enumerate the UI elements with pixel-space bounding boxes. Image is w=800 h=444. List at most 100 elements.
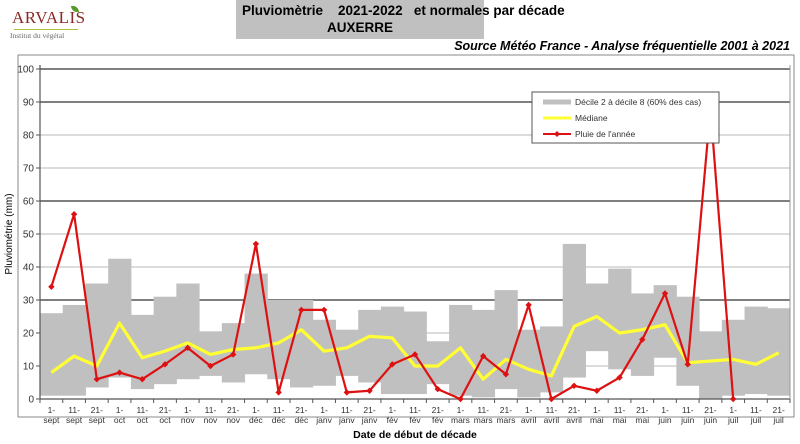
x-tick-label-month: juil [750,415,762,425]
chart-title: Pluviomètrie 2021-2022 et normales par d… [242,3,565,18]
rain-marker [616,374,623,381]
x-tick-label-month: janv [315,415,332,425]
x-tick-label-month: mars [474,415,493,425]
x-tick-label-day: 1- [320,405,328,415]
decile-band-bar [517,329,541,398]
x-tick-label-month: mars [451,415,470,425]
rain-marker [366,387,373,394]
x-tick-label-day: 11- [546,405,558,415]
x-tick-label-day: 21- [704,405,716,415]
rain-marker [343,389,351,396]
x-tick-label-month: juin [657,415,672,425]
rain-marker [161,361,169,368]
rain-marker [275,389,282,396]
x-tick-label-day: 21- [295,405,307,415]
x-tick-label-month: déc [295,415,309,425]
rain-marker [639,336,646,343]
y-tick-label: 40 [23,263,35,274]
legend-label: Pluie de l'année [575,129,635,139]
x-tick-label-month: nov [204,415,218,425]
arvalis-logo: ARVALIS Institut du végétal [6,4,96,42]
y-tick-label: 0 [28,395,34,406]
x-tick-label-day: 11- [273,405,285,415]
decile-band-bar [358,309,382,383]
x-tick-label-day: 1- [388,405,396,415]
rain-marker [661,290,669,297]
decile-band-bar [176,283,200,380]
x-tick-label-day: 1- [184,405,192,415]
y-tick-label: 70 [23,164,35,175]
decile-band-bar [244,273,268,375]
rain-marker [525,301,532,309]
decile-band-bar [85,283,109,388]
x-tick-label-month: oct [114,415,126,425]
rain-marker [48,283,55,290]
decile-band-bar [108,258,132,378]
x-tick-label-day: 11- [614,405,626,415]
x-tick-label-month: nov [226,415,240,425]
x-tick-label-month: déc [249,415,263,425]
rain-marker [389,361,396,368]
rain-marker [184,344,191,352]
decile-band-bar [630,293,655,376]
x-tick-label-day: 11- [341,405,353,415]
decile-band-bar [721,319,746,396]
rain-marker [252,240,260,248]
x-tick-label-month: janv [361,415,378,425]
chart-source: Source Météo France - Analyse fréquentie… [454,39,790,53]
x-tick-label-month: avril [544,415,560,425]
x-tick-label-day: 11- [477,405,489,415]
x-tick-label-day: 11- [682,405,694,415]
x-tick-label-month: oct [159,415,171,425]
x-tick-label-month: juin [703,415,718,425]
chart-location: AUXERRE [326,20,393,35]
x-tick-label-day: 1- [457,405,465,415]
y-tick-label: 90 [23,98,35,109]
x-tick-label-day: 21- [568,405,580,415]
x-tick-label-month: mai [613,415,627,425]
x-tick-label-month: avril [521,415,537,425]
x-tick-label-day: 21- [500,405,512,415]
decile-band-bar [335,329,359,376]
y-tick-label: 50 [23,230,35,241]
x-tick-label-day: 21- [363,405,375,415]
x-tick-label-month: juin [680,415,695,425]
x-tick-label-day: 11- [750,405,762,415]
logo-underline [14,29,78,30]
rain-marker [457,395,464,403]
rain-marker [502,371,510,378]
y-tick-label: 30 [23,296,35,307]
y-tick-label: 20 [23,329,35,340]
x-tick-label-month: nov [181,415,195,425]
x-tick-label-month: déc [272,415,286,425]
rain-marker [479,352,487,360]
x-tick-label-day: 21- [636,405,648,415]
decile-band-bar [40,313,64,396]
x-tick-label-day: 11- [409,405,421,415]
x-tick-label-month: mai [635,415,649,425]
decile-band-bar [62,304,86,396]
x-tick-label-month: sept [89,415,106,425]
chart-frame [17,54,795,418]
y-tick-label: 60 [23,197,35,208]
decile-band-bar [130,314,155,390]
decile-band-bar [699,331,723,399]
decile-band-bar [744,306,768,395]
decile-band-bar [153,296,177,385]
logo-tagline: Institut du végétal [10,31,65,40]
x-tick-label-day: 1- [661,405,669,415]
decile-band-bar [426,341,450,385]
x-tick-label-day: 1- [593,405,601,415]
rain-marker [93,376,101,383]
y-axis-title: Pluviométrie (mm) [4,193,15,274]
rain-marker [298,306,305,314]
decile-band-bar [562,243,586,378]
rain-marker [207,362,214,370]
rain-marker [548,395,555,403]
legend-label: Décile 2 à décile 8 (60% des cas) [575,97,701,107]
x-tick-label-day: 21- [159,405,171,415]
rain-marker [116,369,123,376]
rain-marker [229,351,237,358]
x-tick-label-month: oct [137,415,149,425]
